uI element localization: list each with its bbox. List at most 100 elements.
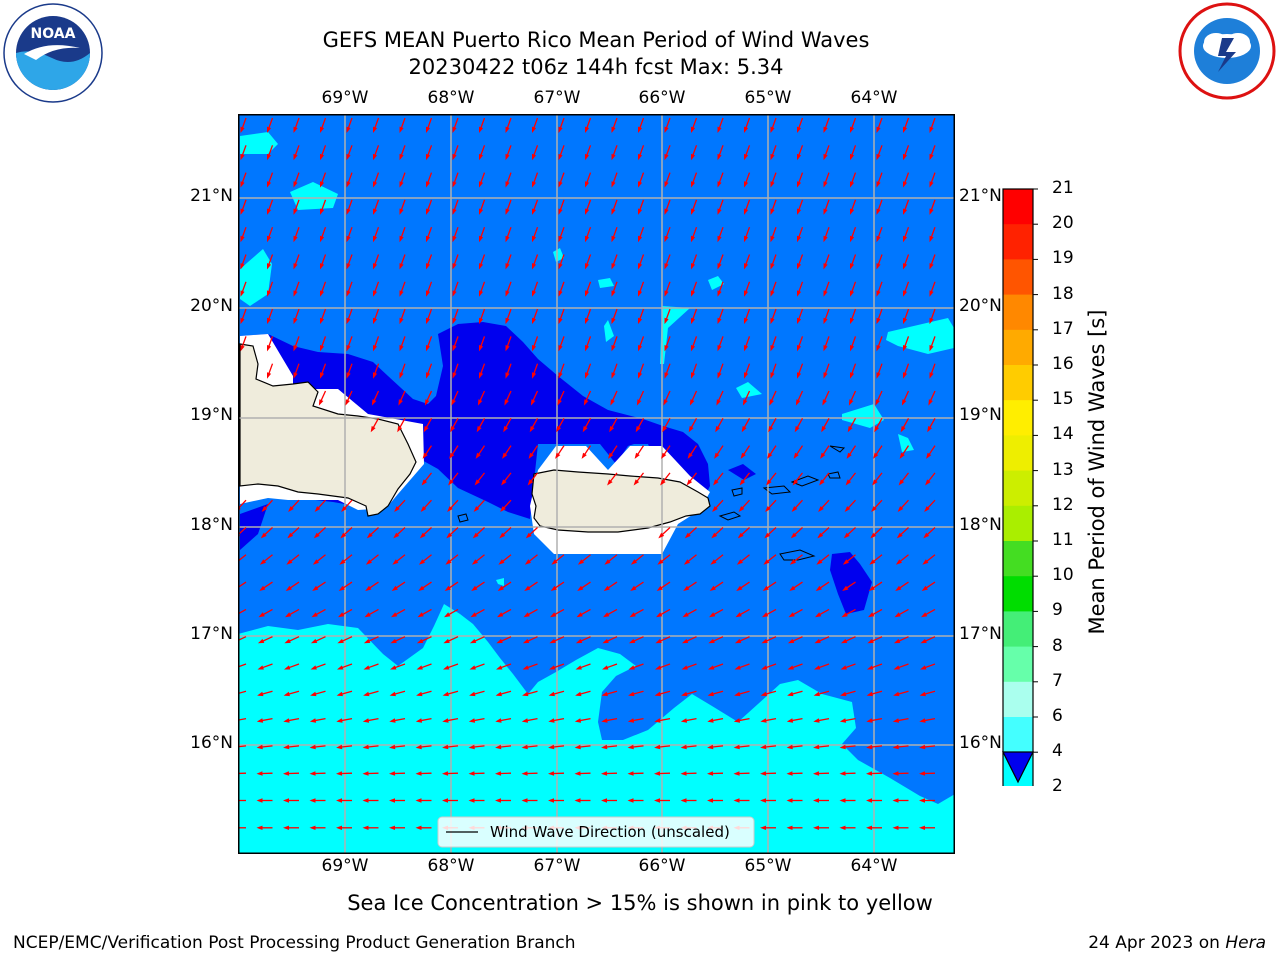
wave-direction-arrowhead xyxy=(550,585,557,591)
wave-direction-arrowhead xyxy=(717,153,722,161)
wave-direction-arrowhead xyxy=(267,263,272,270)
wave-direction-arrowhead xyxy=(760,691,767,697)
wave-direction-arrowhead xyxy=(389,718,396,723)
wave-direction-arrowhead xyxy=(871,506,877,512)
wave-direction-arrowhead xyxy=(500,506,506,512)
colorbar-tick-label: 17 xyxy=(1052,318,1074,339)
wave-direction-arrowhead xyxy=(635,426,641,433)
wave-direction-arrowhead xyxy=(709,585,716,591)
wave-direction-arrowhead xyxy=(760,744,767,750)
wave-direction-arrowhead xyxy=(558,153,563,161)
wave-direction-arrowhead xyxy=(470,612,477,618)
wave-direction-arrowhead xyxy=(607,479,613,486)
wave-direction-arrowhead xyxy=(734,638,742,644)
colorbar-segment xyxy=(1003,717,1033,753)
wave-direction-arrowhead xyxy=(850,317,855,325)
wave-direction-arrowhead xyxy=(283,771,290,776)
wave-direction-arrowhead xyxy=(468,718,476,723)
wave-direction-arrowhead xyxy=(681,691,688,697)
wave-direction-arrowhead xyxy=(362,825,369,830)
wave-direction-arrowhead xyxy=(505,235,510,243)
map-legend: Wind Wave Direction (unscaled) xyxy=(437,816,755,848)
lat-label-left: 20°N xyxy=(190,296,233,316)
wave-direction-arrowhead xyxy=(814,638,821,644)
wave-direction-arrowhead xyxy=(346,235,351,243)
wave-direction-arrowhead xyxy=(813,744,820,750)
nws-logo xyxy=(1178,2,1276,100)
wave-direction-arrowhead xyxy=(415,744,422,750)
wave-direction-arrowhead xyxy=(575,638,583,644)
wave-direction-arrowhead xyxy=(257,665,264,670)
lat-label-right: 21°N xyxy=(959,186,1002,206)
wave-direction-arrowhead xyxy=(293,181,298,188)
wave-direction-arrowhead xyxy=(497,585,504,591)
wave-direction-arrowhead xyxy=(468,771,475,776)
wave-direction-arrowhead xyxy=(903,153,908,161)
wave-direction-arrowhead xyxy=(717,208,722,215)
wave-direction-arrowhead xyxy=(876,345,881,352)
wave-direction-arrowhead xyxy=(717,235,722,243)
wave-direction-arrowhead xyxy=(627,771,634,776)
wave-direction-arrowhead xyxy=(744,263,749,270)
wave-direction-arrowhead xyxy=(823,126,828,133)
wave-direction-arrowhead xyxy=(733,798,740,803)
wave-direction-arrowhead xyxy=(929,208,934,215)
wave-direction-arrowhead xyxy=(630,585,637,591)
colorbar-segment xyxy=(1003,576,1033,612)
wave-direction-arrowhead xyxy=(548,718,555,723)
wave-direction-arrowhead xyxy=(574,744,581,750)
wave-direction-arrowhead xyxy=(923,532,930,539)
wave-direction-arrowhead xyxy=(876,181,881,188)
wave-direction-arrowhead xyxy=(495,798,501,803)
wave-direction-arrowhead xyxy=(505,290,510,297)
wave-direction-arrowhead xyxy=(393,532,400,539)
wave-direction-arrowhead xyxy=(310,691,317,697)
wave-direction-arrowhead xyxy=(761,665,768,670)
wave-direction-arrowhead xyxy=(558,181,563,188)
wave-direction-arrowhead xyxy=(842,585,849,591)
wave-direction-arrowhead xyxy=(738,506,745,512)
wave-direction-arrowhead xyxy=(823,153,828,161)
wave-direction-arrowhead xyxy=(558,263,563,270)
wave-direction-arrowhead xyxy=(872,479,878,486)
wave-direction-arrowhead xyxy=(390,665,397,670)
wave-direction-arrowhead xyxy=(450,426,456,433)
lon-label-bottom: 68°W xyxy=(427,856,475,876)
wave-direction-arrowhead xyxy=(293,235,298,243)
colorbar-label: Mean Period of Wind Waves [s] xyxy=(1085,309,1109,635)
wave-direction-arrowhead xyxy=(691,372,696,379)
wave-direction-arrowhead xyxy=(362,771,369,776)
wave-direction-arrowhead xyxy=(707,691,714,697)
wave-direction-arrowhead xyxy=(530,399,536,406)
wave-direction-arrowhead xyxy=(259,559,266,565)
wave-direction-arrowhead xyxy=(267,317,272,325)
wave-direction-arrowhead xyxy=(921,612,928,618)
wave-direction-arrowhead xyxy=(897,506,904,512)
wave-direction-arrowhead xyxy=(398,399,403,406)
wave-direction-arrowhead xyxy=(896,532,903,539)
wave-direction-arrowhead xyxy=(415,825,422,830)
wave-direction-arrowhead xyxy=(240,235,245,243)
wave-direction-arrowhead xyxy=(362,718,370,723)
wave-direction-arrowhead xyxy=(814,665,821,670)
wave-direction-arrowhead xyxy=(318,399,324,406)
wave-direction-arrowhead xyxy=(850,263,855,270)
wave-direction-arrowhead xyxy=(442,798,448,803)
wave-direction-arrowhead xyxy=(309,825,316,830)
wave-direction-arrowhead xyxy=(680,718,688,723)
tortola-island xyxy=(827,471,841,479)
wave-direction-arrowhead xyxy=(850,181,855,188)
wave-direction-arrowhead xyxy=(522,638,530,644)
wave-direction-arrowhead xyxy=(426,345,431,352)
wave-direction-arrowhead xyxy=(288,506,294,512)
wave-direction-arrowhead xyxy=(919,798,925,803)
wave-direction-arrowhead xyxy=(630,559,637,565)
wave-direction-arrowhead xyxy=(823,345,828,352)
wave-direction-arrowhead xyxy=(555,452,561,459)
wave-direction-arrowhead xyxy=(523,612,530,618)
wave-direction-arrowhead xyxy=(813,718,820,723)
lat-label-right: 19°N xyxy=(959,405,1002,425)
wave-direction-arrowhead xyxy=(267,372,272,379)
wave-direction-arrowhead xyxy=(868,612,875,618)
ocean-period-band-2-4 xyxy=(728,464,756,480)
